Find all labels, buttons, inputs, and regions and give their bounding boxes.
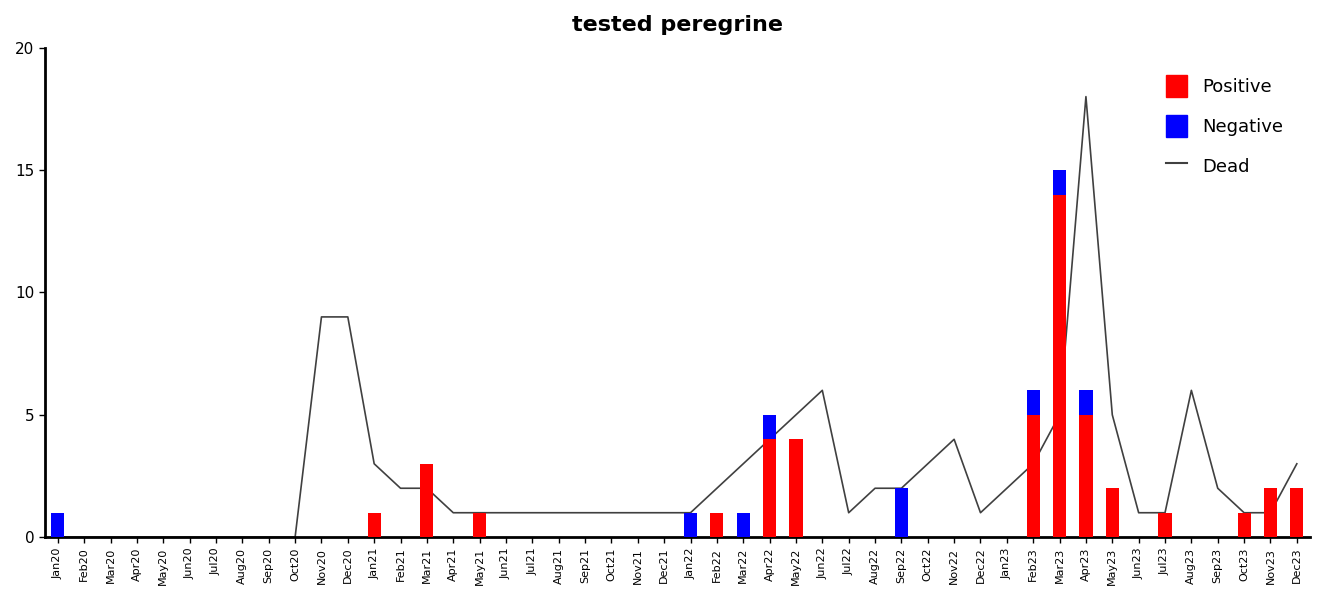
Bar (1053, 194, 1067, 537)
Bar (367, 513, 380, 537)
Legend: Positive, Negative, Dead: Positive, Negative, Dead (1147, 56, 1301, 195)
Bar (763, 439, 776, 537)
Bar (1027, 391, 1040, 415)
Bar (420, 464, 433, 537)
Bar (1291, 488, 1304, 537)
Bar (473, 513, 486, 537)
Bar (763, 415, 776, 439)
Bar (1080, 415, 1093, 537)
Bar (1105, 488, 1118, 537)
Bar (790, 439, 803, 537)
Bar (1264, 488, 1277, 537)
Bar (1027, 415, 1040, 537)
Bar (1080, 391, 1093, 415)
Bar (710, 513, 723, 537)
Bar (684, 513, 697, 537)
Bar (52, 513, 65, 537)
Title: tested peregrine: tested peregrine (572, 15, 783, 35)
Bar (894, 488, 908, 537)
Bar (737, 513, 750, 537)
Bar (1158, 513, 1171, 537)
Bar (1238, 513, 1251, 537)
Bar (1053, 170, 1067, 194)
